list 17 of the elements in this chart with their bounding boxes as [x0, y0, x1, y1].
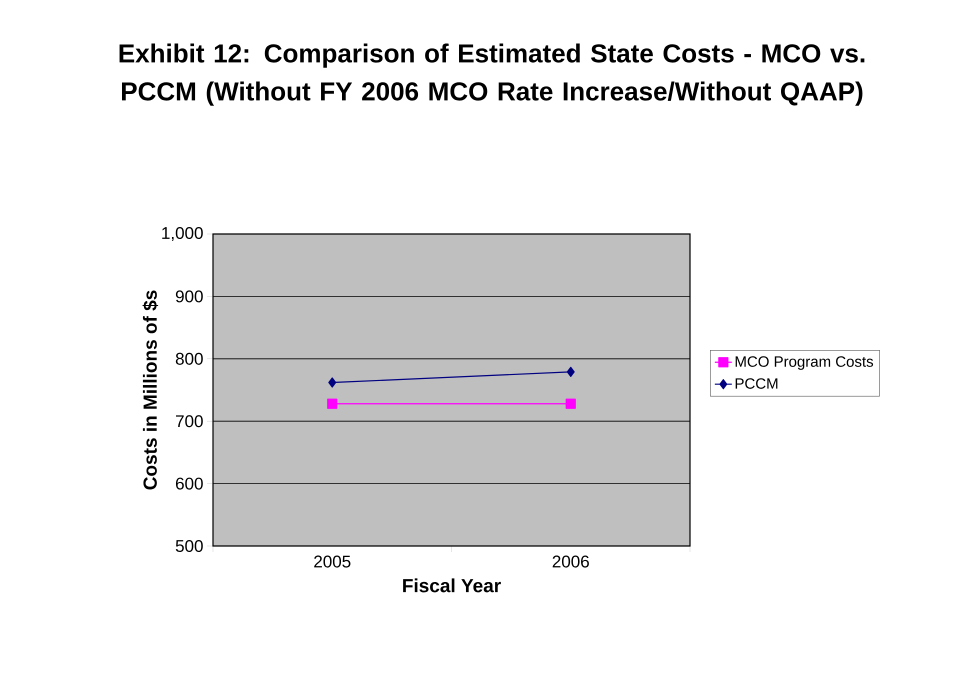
chart-title: Exhibit 12: Comparison of Estimated State Costs - MCO vs. PCCM (Without FY 2006 MCO Rate Increase/Without QAAP): [120, 44, 864, 106]
x-axis-title: Fiscal Year: [403, 578, 501, 592]
y-tick-label: 500: [176, 540, 203, 552]
x-tick-label: 2006: [552, 556, 589, 568]
y-tick-label: 700: [176, 415, 203, 428]
legend-label: MCO Program Costs: [736, 356, 874, 370]
point: [328, 377, 336, 388]
point: [566, 366, 575, 378]
y-tick-label: 800: [176, 352, 203, 365]
point: [327, 398, 338, 409]
y-tick-label: 900: [176, 290, 203, 302]
y-tick-label: 1,000: [162, 226, 203, 242]
point: [566, 398, 576, 409]
x-tick-label: 2005: [314, 556, 350, 568]
legend-label: PCCM: [736, 378, 778, 389]
y-tick-label: 600: [176, 478, 203, 490]
y-axis-title: Costs in Millions of $s: [142, 290, 158, 490]
